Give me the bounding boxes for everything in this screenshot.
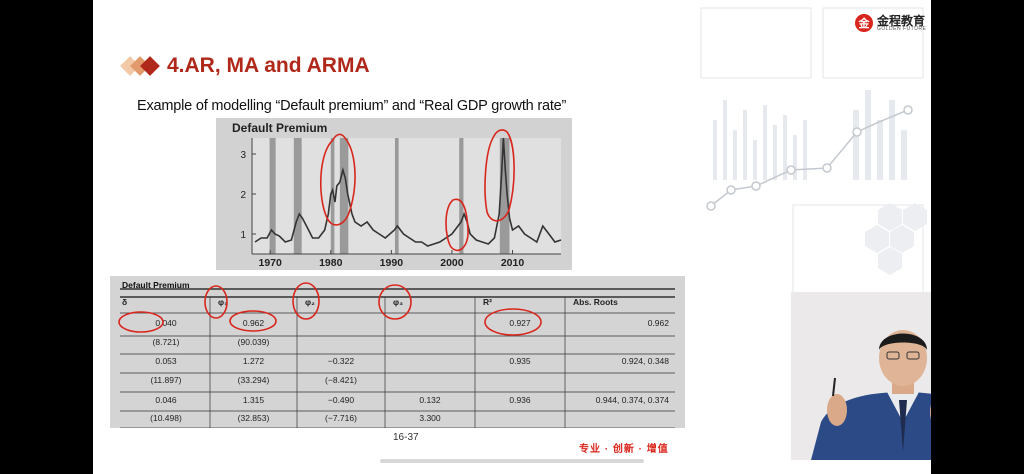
x-tick-label: 2010 [501,257,525,269]
brand-logo: 金 金程教育 GOLDEN FUTURE [855,14,926,32]
y-tick-label: 2 [240,190,246,201]
recession-band [293,138,302,254]
decorative-background-graphic [700,7,927,296]
logo-icon: 金 [855,14,873,32]
recession-band [269,138,276,254]
table-cell: 0.936 [509,395,531,405]
table-cell: 3.300 [419,413,441,423]
table-cell: −0.322 [327,356,355,366]
default-premium-chart: Default Premium 1 2 3 1970 1980 1990 2000 2010 [216,118,572,270]
table-cell: 0.935 [509,356,531,366]
table-cell: (90.039) [237,337,270,347]
table-cell: 0.046 [155,395,177,405]
table-cell: 0.944, 0.374, 0.374 [595,395,669,405]
table-cell: (32.853) [237,413,270,423]
table-title: Default Premium [122,280,190,290]
diamond-bullet-icon [120,52,165,80]
slogan: 专业 · 创新 · 增值 [579,444,669,455]
presentation-slide: 金 金程教育 GOLDEN FUTURE 4.AR, MA and ARMA E… [93,0,931,474]
recession-band [394,138,399,254]
chart-title: Default Premium [232,121,328,135]
table-header-cell: φ₁ [218,297,228,307]
presenter-image [791,292,931,460]
table-cell: −0.490 [327,395,355,405]
table-cell: (8.721) [152,337,180,347]
chart-plot: 1 2 3 1970 1980 1990 2000 2010 [240,137,562,269]
table-cell: 0.927 [509,318,531,328]
table-cell: 0.053 [155,356,177,366]
table-cell: (33.294) [237,375,270,385]
table-header-cell: φ₂ [305,297,315,307]
brand-name-english: GOLDEN FUTURE [877,25,927,32]
slide-title: 4.AR, MA and ARMA [167,54,370,77]
table-cell: 0.962 [242,318,265,328]
table-cell: 0.924, 0.348 [621,356,669,366]
regression-table: Default Premium δ φ₁ φ₂ φ₃ R² Abs. Roots 0.040… [110,276,685,428]
table-cell: (−7.716) [325,413,357,423]
x-tick-label: 1980 [319,257,343,269]
table-cell: 1.272 [242,356,265,366]
table-cell: 0.962 [647,318,669,328]
table-cell: 1.315 [242,395,265,405]
x-tick-label: 2000 [440,257,464,269]
table-cell: 0.132 [419,395,441,405]
recession-band [459,138,464,254]
table-cell: (−8.421) [325,375,357,385]
table-header-cell: δ [122,297,128,307]
table-cell: 0.040 [155,318,177,328]
y-tick-label: 3 [240,150,246,161]
table-cell: (10.498) [150,413,182,423]
slide-heading: 4.AR, MA and ARMA [120,52,370,80]
y-tick-label: 1 [240,230,246,241]
table-header-cell: Abs. Roots [573,297,618,307]
x-tick-label: 1990 [380,257,404,269]
table-header-cell: φ₃ [393,297,404,307]
recession-band [339,138,349,254]
table-cell: (11.897) [150,375,182,385]
brand-name: 金程教育 [877,13,926,28]
slide-subtitle: Example of modelling “Default premium” a… [137,98,567,114]
home-indicator-bar[interactable] [380,459,644,463]
presenter-video [791,292,931,460]
x-tick-label: 1970 [258,257,282,269]
page-number: 16-37 [393,432,419,443]
table-header-cell: R² [483,297,492,307]
